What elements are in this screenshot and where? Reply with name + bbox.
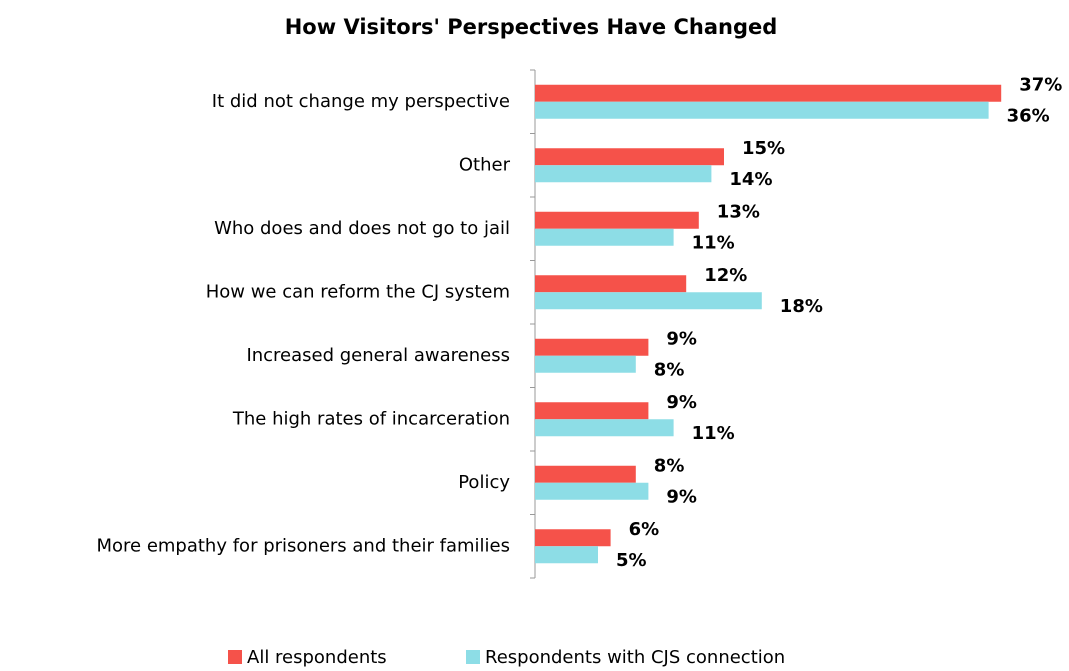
bar xyxy=(535,165,712,183)
y-tick-label: Policy xyxy=(458,472,510,493)
bar xyxy=(535,465,636,483)
legend-swatch xyxy=(466,650,480,664)
y-tick-label: How we can reform the CJ system xyxy=(206,281,510,302)
y-tick-label: Who does and does not go to jail xyxy=(214,218,510,239)
value-label: 36% xyxy=(1007,105,1050,126)
value-label: 12% xyxy=(704,265,747,286)
legend-label: All respondents xyxy=(247,647,387,668)
chart-title: How Visitors' Perspectives Have Changed xyxy=(285,15,778,39)
bar xyxy=(535,101,989,119)
bar xyxy=(535,546,598,564)
bar xyxy=(535,402,649,420)
bar xyxy=(535,275,687,293)
y-tick-label: Increased general awareness xyxy=(246,345,510,366)
bar xyxy=(535,482,649,500)
bar xyxy=(535,355,636,373)
value-label: 11% xyxy=(692,232,735,253)
value-label: 14% xyxy=(729,169,772,190)
y-tick-label: Other xyxy=(459,154,511,175)
bar xyxy=(535,529,611,547)
value-label: 8% xyxy=(654,359,685,380)
legend-swatch xyxy=(228,650,242,664)
y-tick-label: More empathy for prisoners and their fam… xyxy=(96,535,510,556)
bar xyxy=(535,338,649,356)
bar xyxy=(535,211,699,229)
value-label: 6% xyxy=(629,519,660,540)
bar xyxy=(535,292,762,310)
y-tick-label: It did not change my perspective xyxy=(212,91,510,112)
value-label: 37% xyxy=(1019,74,1062,95)
bar xyxy=(535,148,724,166)
value-label: 5% xyxy=(616,550,647,571)
value-label: 8% xyxy=(654,455,685,476)
legend-label: Respondents with CJS connection xyxy=(485,647,785,668)
value-label: 11% xyxy=(692,423,735,444)
bar xyxy=(535,228,674,246)
value-label: 9% xyxy=(666,486,697,507)
value-label: 9% xyxy=(666,328,697,349)
bar xyxy=(535,84,1002,102)
bar xyxy=(535,419,674,437)
value-label: 18% xyxy=(780,296,823,317)
value-label: 13% xyxy=(717,201,760,222)
y-tick-label: The high rates of incarceration xyxy=(232,408,510,429)
value-label: 9% xyxy=(666,392,697,413)
value-label: 15% xyxy=(742,138,785,159)
